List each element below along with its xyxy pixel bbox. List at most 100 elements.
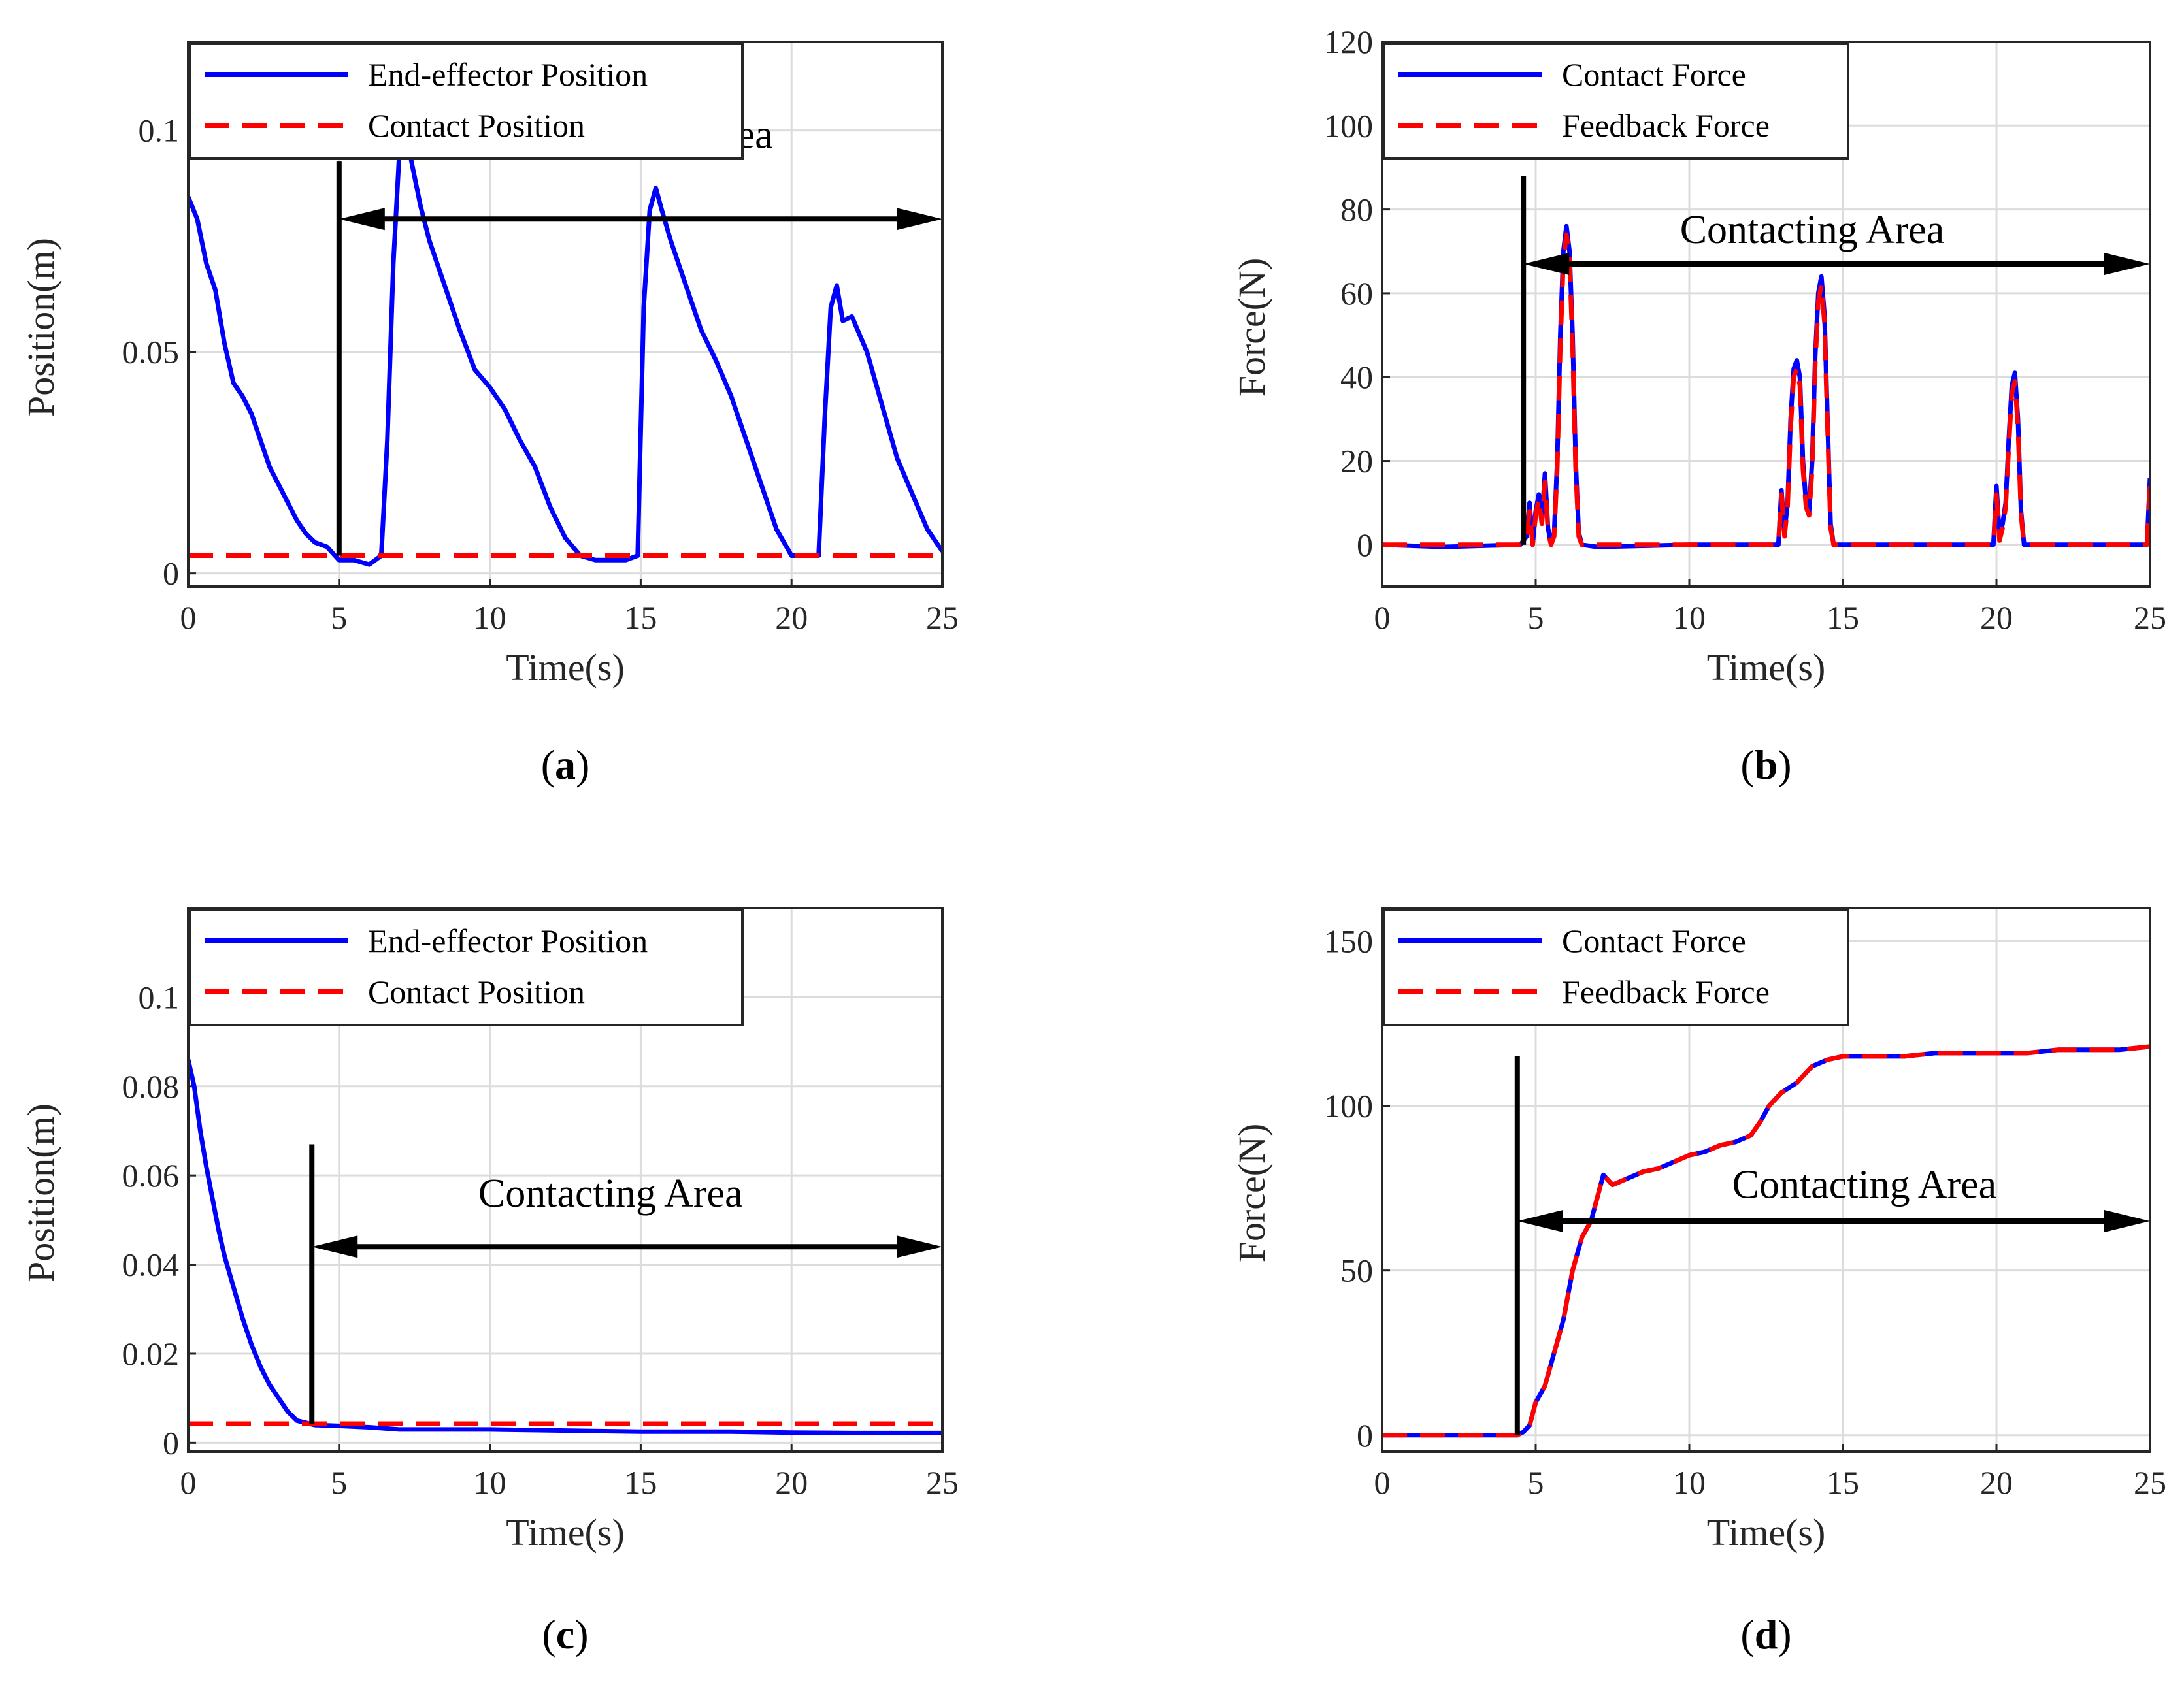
contacting-area-label: Contacting Area xyxy=(1732,1163,1997,1207)
panel-label: (d) xyxy=(1740,1611,1791,1658)
legend-box xyxy=(1383,909,1849,1026)
x-tick-label: 0 xyxy=(1374,1464,1391,1501)
x-tick-label: 25 xyxy=(2134,1464,2166,1501)
x-tick-label: 5 xyxy=(1528,599,1544,636)
contact-arrow-head-right xyxy=(897,208,942,231)
y-tick-label: 0.1 xyxy=(139,979,180,1015)
legend-entry: Contact Force xyxy=(1562,56,1746,93)
x-axis-label: Time(s) xyxy=(1707,646,1826,689)
y-axis-label: Position(m) xyxy=(20,1103,62,1283)
legend-entry: Feedback Force xyxy=(1562,973,1770,1010)
x-tick-label: 5 xyxy=(331,599,347,636)
contact-arrow-head-right xyxy=(2104,253,2150,276)
series-line-feedback-force xyxy=(1382,1044,2150,1438)
y-tick-label: 120 xyxy=(1324,24,1373,60)
panel-letter: d xyxy=(1755,1611,1778,1658)
series-group xyxy=(188,119,942,567)
y-tick-label: 20 xyxy=(1340,443,1373,480)
y-tick-label: 60 xyxy=(1340,275,1373,312)
y-tick-label: 150 xyxy=(1324,923,1373,959)
legend-entry: Feedback Force xyxy=(1562,107,1770,144)
y-tick-label: 0.02 xyxy=(122,1335,180,1372)
chart-d: 0 5 10 15 20 25 0 50 100 150 Time(s) Force(N) Contac… xyxy=(1231,907,2166,1658)
contacting-area-label: Contacting Area xyxy=(478,1171,743,1216)
y-tick-label: 0 xyxy=(1357,1417,1373,1454)
x-tick-label: 0 xyxy=(1374,599,1391,636)
legend-entry: Contact Force xyxy=(1562,923,1746,959)
legend-entry: Contact Position xyxy=(368,107,585,144)
x-tick-label: 5 xyxy=(331,1464,347,1501)
y-tick-label: 100 xyxy=(1324,107,1373,144)
legend: End-effector Position Contact Position xyxy=(189,42,744,160)
axes-frame xyxy=(1381,907,2151,1453)
axes-frame xyxy=(187,907,944,1453)
y-axis-label: Force(N) xyxy=(1231,1124,1273,1263)
legend: Contact Force Feedback Force xyxy=(1383,909,1849,1026)
contact-arrow-head-left xyxy=(339,208,385,231)
legend: Contact Force Feedback Force xyxy=(1383,42,1849,160)
series-group xyxy=(1382,223,2150,549)
legend-entry: End-effector Position xyxy=(368,56,648,93)
contact-arrow-head-left xyxy=(312,1235,358,1258)
y-tick-label: 0.1 xyxy=(139,112,180,149)
legend: End-effector Position Contact Position xyxy=(189,909,744,1026)
x-tick-label: 15 xyxy=(624,1464,657,1501)
x-tick-label: 15 xyxy=(1827,599,1859,636)
series-line-feedback-force xyxy=(1382,232,2150,547)
series-group xyxy=(1382,1044,2150,1438)
x-axis-label: Time(s) xyxy=(506,646,625,689)
y-tick-label: 0 xyxy=(163,1424,179,1461)
chart-b: 0 5 10 15 20 25 0 20 40 60 80 100 120 Time(s) Force(N)… xyxy=(1231,24,2166,788)
x-tick-label: 0 xyxy=(180,1464,197,1501)
panel-letter: b xyxy=(1755,742,1778,788)
y-tick-label: 50 xyxy=(1340,1252,1373,1289)
y-tick-label: 0.04 xyxy=(122,1247,180,1283)
x-tick-label: 10 xyxy=(474,599,506,636)
y-tick-label: 0 xyxy=(163,555,179,592)
x-tick-label: 25 xyxy=(926,1464,959,1501)
x-tick-label: 20 xyxy=(1980,1464,2013,1501)
contact-arrow-head-left xyxy=(1523,253,1570,276)
contact-arrow-head-right xyxy=(897,1235,942,1258)
legend-box xyxy=(1383,42,1849,160)
legend-box xyxy=(189,42,744,160)
legend-box xyxy=(189,909,744,1026)
x-tick-label: 10 xyxy=(1673,599,1706,636)
panel-label: (a) xyxy=(541,742,590,788)
panel-letter: c xyxy=(556,1611,574,1658)
panel-letter: a xyxy=(555,742,576,788)
y-tick-label: 0.05 xyxy=(122,334,180,370)
y-tick-label: 40 xyxy=(1340,359,1373,395)
series-line-end-effector-position xyxy=(188,1059,942,1435)
x-tick-label: 10 xyxy=(1673,1464,1706,1501)
panel-label: (b) xyxy=(1740,742,1791,788)
y-tick-label: 0 xyxy=(1357,527,1373,563)
x-tick-label: 20 xyxy=(775,599,808,636)
legend-entry: Contact Position xyxy=(368,973,585,1010)
contact-arrow-head-right xyxy=(2104,1210,2150,1233)
x-tick-label: 15 xyxy=(1827,1464,1859,1501)
x-tick-label: 25 xyxy=(926,599,959,636)
legend-entry: End-effector Position xyxy=(368,923,648,959)
contacting-area-label: Contacting Area xyxy=(1680,208,1945,252)
x-axis-label: Time(s) xyxy=(506,1511,625,1554)
x-tick-label: 5 xyxy=(1528,1464,1544,1501)
chart-a: 0 5 10 15 20 25 0 0.05 0.1 Time(s) Position(m) Cont… xyxy=(20,41,959,788)
y-tick-label: 80 xyxy=(1340,191,1373,228)
y-tick-label: 0.08 xyxy=(122,1068,180,1105)
x-tick-label: 20 xyxy=(1980,599,2013,636)
x-tick-label: 20 xyxy=(775,1464,808,1501)
panel-label: (c) xyxy=(542,1611,588,1658)
contact-arrow-head-left xyxy=(1517,1210,1563,1233)
chart-c: 0 5 10 15 20 25 0 0.02 0.04 0.06 0.08 0.1 Time(s) Pos… xyxy=(20,907,959,1658)
x-tick-label: 10 xyxy=(474,1464,506,1501)
x-tick-label: 0 xyxy=(180,599,197,636)
y-axis-label: Position(m) xyxy=(20,238,62,417)
axes-frame xyxy=(187,41,944,588)
axes-frame xyxy=(1381,41,2151,588)
y-tick-label: 0.06 xyxy=(122,1157,180,1194)
x-tick-label: 25 xyxy=(2134,599,2166,636)
x-axis-label: Time(s) xyxy=(1707,1511,1826,1554)
y-axis-label: Force(N) xyxy=(1231,258,1273,397)
